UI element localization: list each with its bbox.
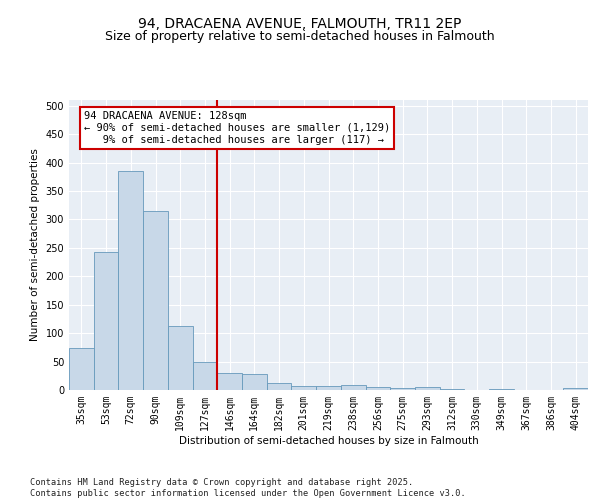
- Bar: [168, 326, 193, 390]
- Bar: [94, 252, 118, 390]
- Bar: [217, 373, 242, 390]
- Text: 94, DRACAENA AVENUE, FALMOUTH, TR11 2EP: 94, DRACAENA AVENUE, FALMOUTH, TR11 2EP: [139, 18, 461, 32]
- Text: Size of property relative to semi-detached houses in Falmouth: Size of property relative to semi-detach…: [105, 30, 495, 43]
- Bar: [267, 382, 292, 390]
- Bar: [292, 386, 316, 390]
- Bar: [242, 374, 267, 390]
- Text: 94 DRACAENA AVENUE: 128sqm
← 90% of semi-detached houses are smaller (1,129)
   : 94 DRACAENA AVENUE: 128sqm ← 90% of semi…: [84, 112, 390, 144]
- X-axis label: Distribution of semi-detached houses by size in Falmouth: Distribution of semi-detached houses by …: [179, 436, 478, 446]
- Bar: [316, 386, 341, 390]
- Bar: [193, 362, 217, 390]
- Bar: [563, 388, 588, 390]
- Y-axis label: Number of semi-detached properties: Number of semi-detached properties: [30, 148, 40, 342]
- Bar: [365, 386, 390, 390]
- Bar: [341, 386, 365, 390]
- Bar: [118, 170, 143, 390]
- Bar: [415, 387, 440, 390]
- Text: Contains HM Land Registry data © Crown copyright and database right 2025.
Contai: Contains HM Land Registry data © Crown c…: [30, 478, 466, 498]
- Bar: [390, 388, 415, 390]
- Bar: [143, 211, 168, 390]
- Bar: [69, 348, 94, 390]
